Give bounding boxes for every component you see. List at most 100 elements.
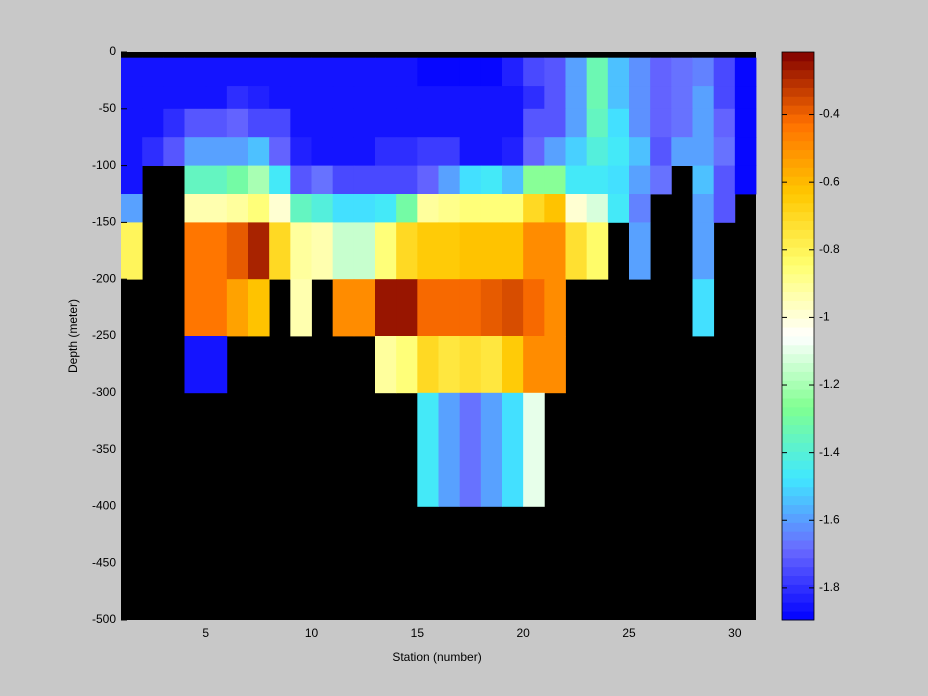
heat-cell: [417, 392, 439, 507]
heat-cell: [629, 108, 651, 138]
heat-cell: [121, 86, 143, 110]
heat-cell: [565, 222, 588, 280]
heat-cell: [184, 165, 207, 195]
colorbar-band: [782, 415, 814, 426]
heat-cell: [248, 279, 270, 337]
colorbar-band: [782, 504, 814, 514]
colorbar-band: [782, 282, 814, 293]
heat-cell: [692, 86, 715, 110]
heat-cell: [502, 222, 524, 280]
heat-cell: [311, 194, 334, 223]
colorbar-band: [782, 442, 814, 452]
colorbar-band: [782, 211, 814, 222]
heat-cell: [375, 86, 397, 110]
heat-cell: [502, 86, 524, 110]
heat-cell: [290, 222, 312, 280]
heat-cell: [650, 108, 672, 138]
heat-cell: [692, 222, 715, 280]
colorbar-band: [782, 336, 814, 346]
heat-cell: [226, 279, 249, 337]
heat-cell: [248, 108, 270, 138]
heat-cell: [692, 57, 715, 87]
colorbar-band: [782, 176, 814, 186]
heat-cell: [480, 165, 503, 195]
heat-cell: [734, 86, 757, 110]
heat-cell: [650, 137, 672, 166]
heat-cell: [248, 194, 270, 223]
heat-cell: [459, 222, 482, 280]
heat-cell: [375, 194, 397, 223]
heat-cell: [459, 108, 482, 138]
heat-cell: [586, 194, 609, 223]
heat-cell: [692, 137, 715, 166]
heat-cell: [375, 336, 397, 394]
heat-cell: [523, 165, 545, 195]
heat-cell: [269, 165, 291, 195]
heat-cell: [544, 279, 566, 337]
heat-cell: [332, 279, 355, 337]
heat-cell: [459, 336, 482, 394]
heat-cell: [544, 222, 566, 280]
heat-cell: [184, 279, 207, 337]
heat-cell: [396, 222, 418, 280]
y-tick-label: -150: [92, 215, 116, 229]
colorbar-band: [782, 389, 814, 399]
heat-cell: [417, 86, 439, 110]
heat-cell: [565, 86, 588, 110]
heat-cell: [332, 108, 355, 138]
heat-cell: [226, 165, 249, 195]
heat-cell: [163, 57, 185, 87]
heat-cell: [248, 165, 270, 195]
y-tick-label: -300: [92, 385, 116, 399]
colorbar-tick-label: -1.6: [819, 512, 840, 526]
heat-cell: [523, 392, 545, 507]
heat-cell: [353, 279, 376, 337]
heat-cell: [142, 57, 164, 87]
heat-cell: [480, 137, 503, 166]
heat-cell: [163, 86, 185, 110]
colorbar-band: [782, 309, 814, 319]
heat-cell: [438, 137, 461, 166]
heat-cell: [734, 165, 757, 195]
heat-cell: [629, 137, 651, 166]
colorbar-band: [782, 167, 814, 177]
heat-cell: [544, 194, 566, 223]
heat-cell: [205, 137, 228, 166]
heat-cell: [586, 108, 609, 138]
heat-cell: [650, 165, 672, 195]
colorbar-band: [782, 407, 814, 417]
colorbar-band: [782, 575, 814, 585]
heat-cell: [121, 57, 143, 87]
heat-cell: [692, 194, 715, 223]
colorbar-band: [782, 300, 814, 310]
y-tick-label: -400: [92, 499, 116, 513]
heat-cell: [226, 57, 249, 87]
heat-cell: [269, 137, 291, 166]
heat-cell: [269, 86, 291, 110]
heat-cell: [184, 137, 207, 166]
heat-cell: [396, 108, 418, 138]
colorbar-band: [782, 318, 814, 328]
heat-cell: [353, 108, 376, 138]
heat-cell: [205, 57, 228, 87]
heat-cell: [142, 86, 164, 110]
colorbar-band: [782, 557, 814, 568]
x-tick-label: 5: [202, 626, 209, 640]
heat-cell: [353, 194, 376, 223]
heat-cell: [734, 57, 757, 87]
heat-cell: [502, 137, 524, 166]
colorbar-band: [782, 566, 814, 577]
heat-cell: [332, 194, 355, 223]
heat-cell: [629, 222, 651, 280]
colorbar-tick-label: -1.4: [819, 445, 840, 459]
heat-cell: [523, 279, 545, 337]
colorbar-band: [782, 291, 814, 301]
heat-cell: [311, 165, 334, 195]
y-tick-label: -250: [92, 328, 116, 342]
heat-cell: [459, 137, 482, 166]
colorbar-band: [782, 265, 814, 275]
heat-cell: [396, 336, 418, 394]
heat-cell: [607, 137, 630, 166]
heat-cell: [544, 86, 566, 110]
heat-cell: [523, 194, 545, 223]
